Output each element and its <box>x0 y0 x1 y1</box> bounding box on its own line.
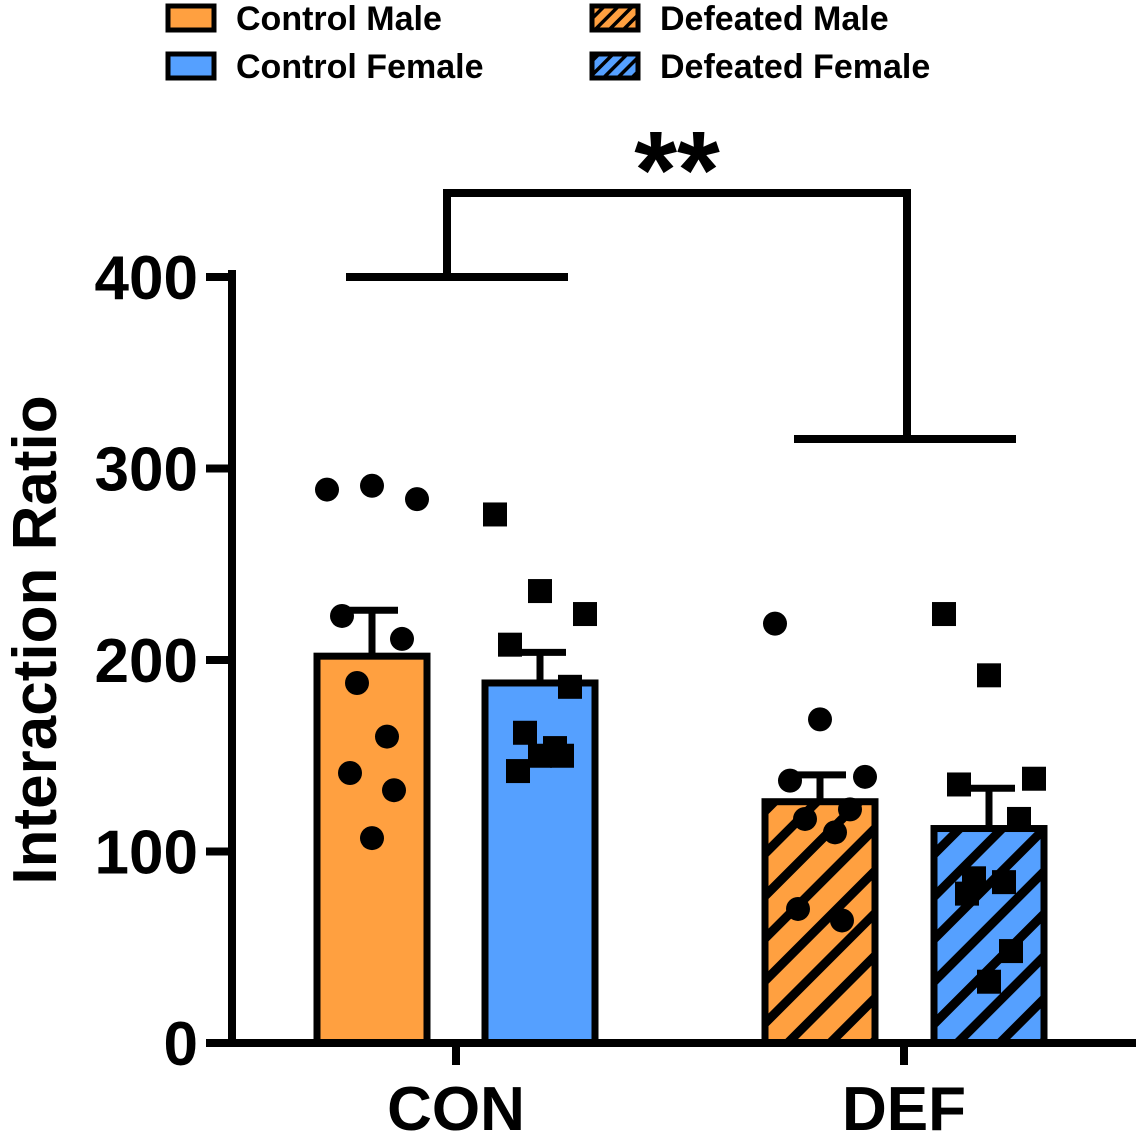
point-defeated-female <box>977 969 1001 994</box>
point-defeated-male <box>808 707 832 732</box>
legend-label-defeated-male: Defeated Male <box>660 0 889 38</box>
point-defeated-female <box>992 870 1016 895</box>
legend-swatch-control-female <box>165 51 217 81</box>
y-tick-label: 300 <box>95 436 198 505</box>
bar-defeated-male <box>761 798 879 1047</box>
legend-label-control-female: Control Female <box>236 48 483 86</box>
point-control-male <box>375 724 399 749</box>
point-control-female <box>528 743 552 768</box>
y-tick-label: 0 <box>164 1010 198 1079</box>
point-control-male <box>360 826 384 851</box>
y-tick-label: 400 <box>95 244 198 313</box>
x-tick-label: DEF <box>842 1075 966 1136</box>
y-tick-label: 100 <box>95 819 198 888</box>
point-defeated-female <box>947 772 971 797</box>
legend-swatch-defeated-female <box>589 51 641 81</box>
point-defeated-male <box>853 764 877 789</box>
point-defeated-female <box>977 663 1001 688</box>
bars <box>313 652 1048 1047</box>
point-control-female <box>573 602 597 627</box>
point-control-male <box>382 778 406 803</box>
significance-annotation: ** <box>346 109 1016 443</box>
point-defeated-male <box>838 797 862 822</box>
error-bars <box>346 606 1015 829</box>
point-defeated-female <box>999 939 1023 964</box>
point-control-female <box>550 743 574 768</box>
point-defeated-male <box>823 820 847 845</box>
point-defeated-female <box>955 881 979 906</box>
point-control-male <box>345 670 369 695</box>
data-points <box>315 473 1046 994</box>
point-defeated-male <box>763 611 787 636</box>
point-control-female <box>483 502 507 527</box>
point-control-female <box>528 579 552 604</box>
point-control-female <box>513 720 537 745</box>
x-tick-label: CON <box>387 1075 525 1136</box>
legend-swatch-control-male <box>165 3 217 33</box>
y-axis-label: Interaction Ratio <box>1 395 70 884</box>
axes: 0 100 200 300 400 CON DEF <box>95 244 1136 1136</box>
legend-label-defeated-female: Defeated Female <box>660 48 930 86</box>
point-control-male <box>390 626 414 651</box>
point-defeated-male <box>786 896 810 921</box>
point-control-male <box>315 477 339 502</box>
bar-defeated-female <box>930 825 1048 1047</box>
bar-control-female <box>481 679 599 1047</box>
point-control-female <box>506 759 530 784</box>
point-defeated-female <box>1007 806 1031 831</box>
legend: Control Male Control Female Defeated Male D… <box>165 0 930 86</box>
significance-label: ** <box>634 109 720 232</box>
point-defeated-female <box>932 602 956 627</box>
bracket-line <box>443 189 911 439</box>
point-control-male <box>405 487 429 512</box>
point-control-male <box>360 473 384 498</box>
y-tick-label: 200 <box>95 627 198 696</box>
point-defeated-male <box>830 908 854 933</box>
point-control-male <box>338 760 362 785</box>
point-defeated-male <box>793 806 817 831</box>
legend-label-control-male: Control Male <box>236 0 442 38</box>
legend-swatch-defeated-male <box>589 3 641 33</box>
point-control-female <box>558 674 582 699</box>
point-defeated-female <box>1022 766 1046 791</box>
